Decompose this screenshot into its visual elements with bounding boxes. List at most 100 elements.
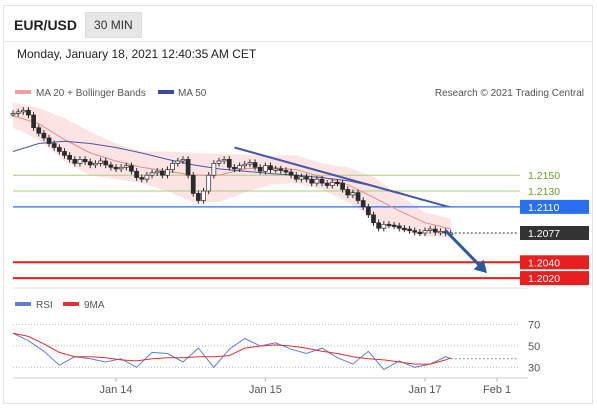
x-tick-label-Jan-15: Jan 15 — [249, 384, 282, 396]
candle-body — [56, 147, 62, 152]
candle-body — [319, 178, 325, 184]
candle-body — [139, 177, 145, 180]
candle-body — [278, 168, 284, 171]
candle-body — [268, 165, 273, 171]
candle-body — [247, 162, 253, 165]
candle-body — [93, 162, 98, 166]
candle-body — [355, 192, 361, 201]
candle-body — [324, 182, 330, 186]
level-badge-bg — [520, 271, 589, 286]
candle-body — [288, 171, 294, 176]
header-tabs: EUR/USD 30 MIN — [12, 12, 142, 38]
candle-body — [180, 159, 186, 162]
level-label-1.2150: 1.2150 — [528, 170, 560, 182]
chart-frame — [3, 5, 593, 404]
level-badge-bg — [520, 255, 589, 270]
main-plot: 1.2150 1.2130 1.2110 1.2077 1.2040 1.2020 — [10, 102, 589, 286]
candle-body — [87, 161, 93, 166]
rsi-tick-70: 70 — [528, 320, 540, 332]
candle-body — [170, 162, 175, 171]
candle-body — [62, 151, 67, 156]
candle-body — [77, 159, 83, 164]
candle-body — [402, 227, 407, 231]
candle-body — [26, 109, 31, 116]
rsi-tick-30: 30 — [528, 362, 540, 374]
candle-body — [10, 113, 16, 116]
candle-body — [283, 170, 289, 173]
candle-body — [51, 143, 57, 148]
candle-body — [386, 223, 392, 227]
level-badge-1.2020: 1.2020 — [520, 271, 589, 286]
candle-body — [309, 178, 315, 184]
main-legend: MA 20 + Bollinger Bands MA 50 Research ©… — [15, 88, 584, 99]
rsi-ma-legend-swatch — [63, 302, 79, 306]
candle-body — [175, 160, 181, 164]
level-badge-1.2110: 1.2110 — [520, 199, 589, 214]
candle-body — [366, 206, 371, 216]
candle-body — [165, 169, 170, 176]
rsi-legend-label: RSI — [36, 300, 53, 311]
ma50-legend-swatch — [158, 90, 174, 94]
candle-body — [160, 170, 165, 176]
x-tick-label-Jan-14: Jan 14 — [99, 384, 132, 396]
candle-body — [113, 166, 119, 170]
candle-body — [108, 164, 114, 168]
header-divider — [4, 41, 593, 42]
ma20-legend-swatch — [15, 90, 31, 94]
candle-body — [391, 224, 397, 227]
candle-body — [103, 160, 109, 166]
level-label-1.2130: 1.2130 — [528, 186, 560, 198]
level-badge-bg — [520, 199, 589, 214]
forecast-arrow-head — [473, 259, 488, 274]
candle-body — [396, 225, 402, 229]
candle-body — [432, 228, 438, 233]
rsi-line — [12, 332, 451, 371]
candle-body — [149, 172, 155, 176]
candle-body — [98, 160, 103, 164]
level-label-1.2040: 1.2040 — [528, 257, 560, 269]
rsi-ma-legend-label: 9MA — [84, 300, 105, 311]
candle-body — [190, 174, 196, 194]
candle-body — [371, 214, 376, 224]
candle-body — [314, 178, 320, 184]
credit-text: Research © 2021 Trading Central — [435, 88, 584, 99]
candle-body — [129, 165, 134, 172]
candle-body — [299, 176, 304, 180]
timeframe-tab[interactable]: 30 MIN — [85, 12, 142, 38]
candle-body — [185, 159, 191, 176]
candle-body — [237, 165, 242, 170]
rsi-ma-line — [12, 332, 451, 365]
candle-body — [242, 163, 248, 167]
candle-body — [15, 111, 21, 114]
rsi-tick-50: 50 — [528, 341, 540, 353]
candle-body — [252, 162, 258, 168]
timestamp: Monday, January 18, 2021 12:40:35 AM CET — [17, 47, 257, 61]
level-label-1.2110: 1.2110 — [528, 202, 559, 214]
resistance-trendline — [234, 146, 446, 208]
candle-body — [329, 181, 335, 186]
ma50-legend-label: MA 50 — [178, 88, 207, 99]
candle-body — [263, 165, 268, 172]
candle-body — [412, 230, 418, 233]
symbol-title: EUR/USD — [14, 17, 78, 33]
level-label-1.2077: 1.2077 — [528, 228, 560, 240]
candle-body — [201, 190, 206, 201]
candle-body — [20, 109, 26, 113]
candle-body — [360, 200, 366, 208]
candle-body — [206, 174, 212, 192]
candle-body — [41, 132, 47, 139]
candle-body — [46, 137, 52, 144]
level-label-1.2020: 1.2020 — [528, 273, 560, 285]
candle-body — [293, 174, 299, 180]
candle-body — [216, 160, 222, 164]
candle-body — [232, 166, 237, 170]
candle-body — [118, 166, 124, 170]
candle-body — [36, 127, 42, 134]
candle-body — [340, 182, 345, 190]
candle-body — [154, 170, 160, 174]
forecast-arrow-shaft — [444, 229, 486, 272]
candle-body — [417, 231, 423, 235]
candle-body — [407, 228, 412, 231]
candle-body — [335, 181, 340, 185]
